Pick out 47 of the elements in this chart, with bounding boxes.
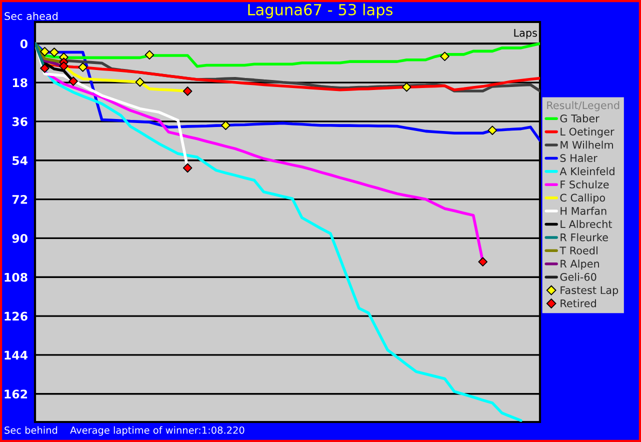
- legend-label: Geli-60: [560, 272, 596, 281]
- y-tick-label: 0: [20, 39, 28, 48]
- point: [78, 62, 88, 72]
- y-tick-label: 54: [12, 156, 28, 166]
- legend-label: A Kleinfeld: [560, 167, 614, 176]
- text: Average laptime of winner:1:08.220: [70, 426, 244, 436]
- point: [478, 257, 488, 266]
- point: [68, 76, 78, 86]
- y-axis-title: Sec ahead: [4, 12, 58, 20]
- legend-label: L Oetinger: [560, 128, 614, 138]
- text: Sec behind: [4, 426, 58, 434]
- line-series: [35, 42, 540, 142]
- point: [221, 120, 230, 130]
- point: [182, 163, 192, 173]
- legend-label: F Schulze: [560, 180, 609, 188]
- point: [144, 50, 154, 60]
- point: [40, 46, 50, 56]
- point: [59, 61, 68, 71]
- legend-label: R Alpen: [560, 260, 599, 270]
- chart-title: Laguna67 - 53 laps: [248, 4, 393, 18]
- legend-label: S Haler: [560, 154, 598, 162]
- x-axis-title: Laps: [514, 29, 537, 39]
- y-tick-label: 72: [12, 195, 28, 204]
- legend-title: Result/Legend: [547, 101, 620, 112]
- legend-label: Fastest Lap: [560, 286, 618, 296]
- point: [135, 77, 145, 87]
- legend-label: C Callipo: [560, 194, 606, 204]
- point: [40, 64, 50, 73]
- point: [488, 126, 498, 135]
- point: [50, 48, 59, 57]
- y-tick-label: 36: [12, 117, 28, 126]
- point: [440, 52, 450, 62]
- legend-label: Retired: [560, 299, 596, 308]
- y-tick-label: 18: [12, 78, 28, 88]
- legend-label: T Roedl: [560, 246, 598, 254]
- legend-label: L Albrecht: [560, 220, 612, 228]
- legend-label: M Wilhelm: [560, 140, 613, 149]
- y-tick-label: 108: [4, 272, 28, 282]
- legend-label: R Fleurke: [560, 233, 608, 242]
- y-tick-label: 126: [4, 312, 28, 321]
- y-tick-label: 162: [4, 390, 28, 399]
- point: [402, 82, 412, 92]
- legend-label: H Marfan: [560, 206, 606, 215]
- y-tick-label: 144: [4, 350, 28, 360]
- y-tick-label: 90: [12, 234, 28, 243]
- point: [182, 86, 192, 96]
- legend-label: G Taber: [560, 114, 600, 122]
